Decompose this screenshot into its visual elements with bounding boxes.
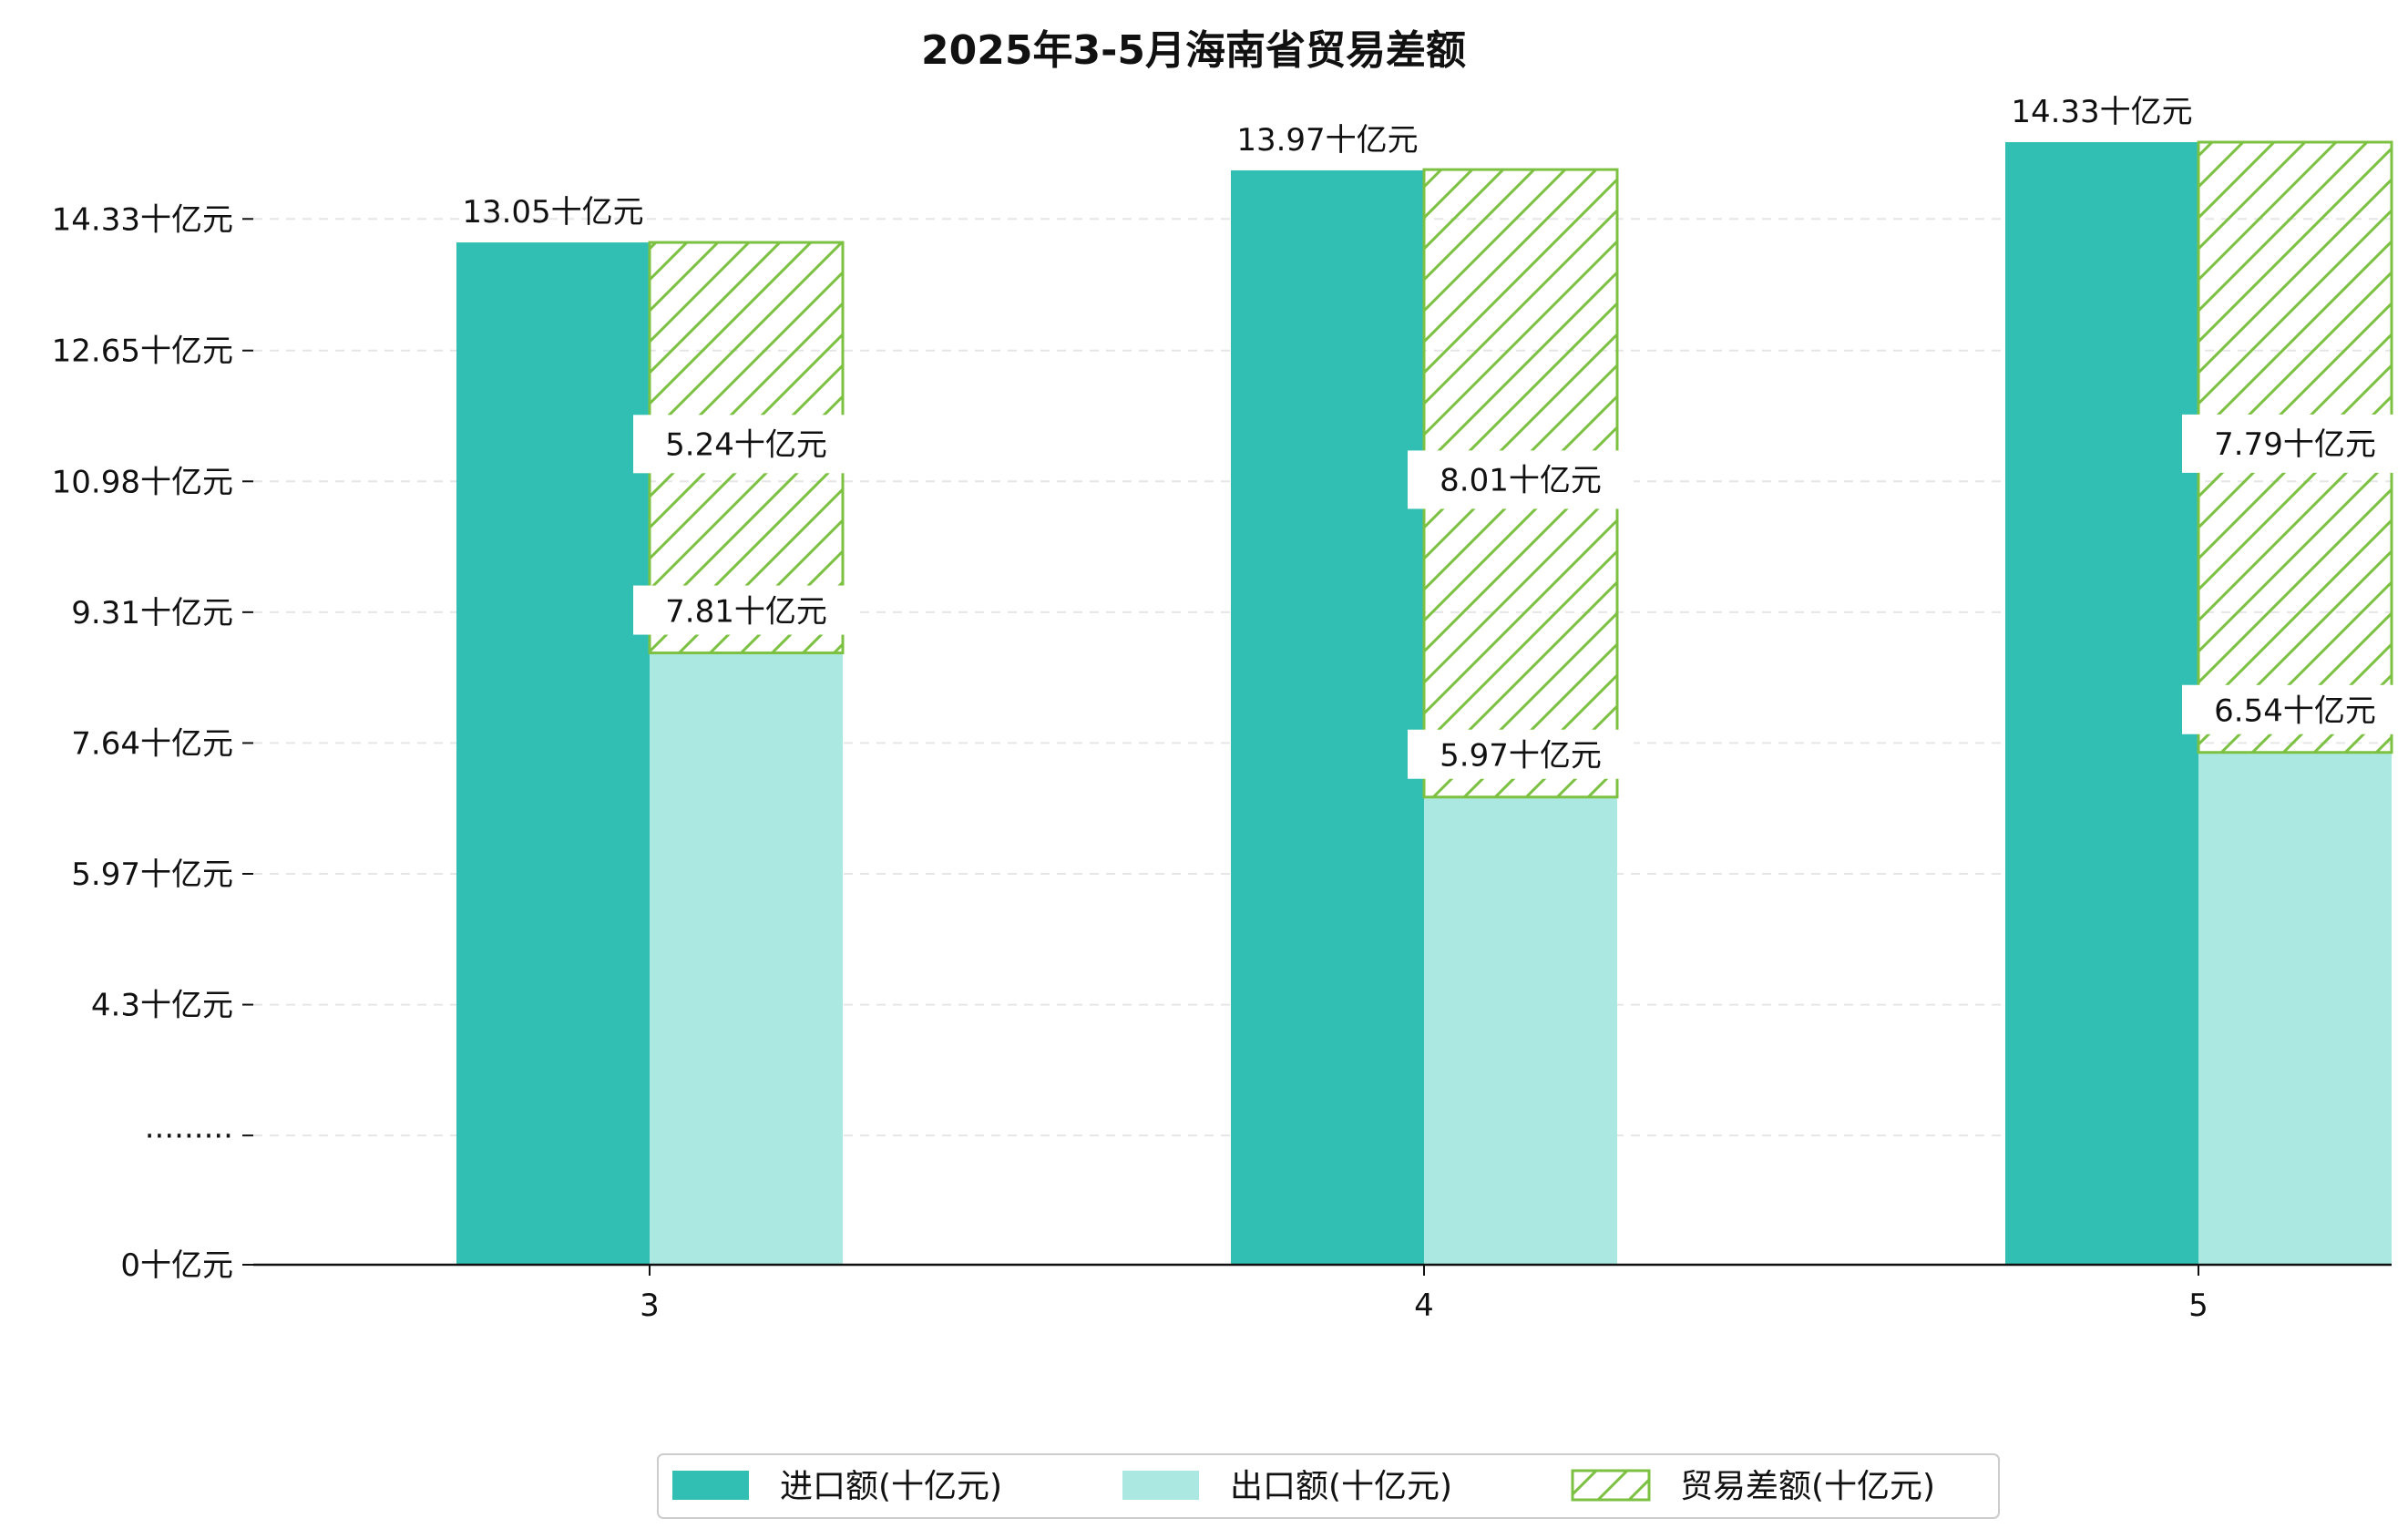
data-label-import: 13.05十亿元: [462, 194, 643, 231]
chart-title: 2025年3-5月海南省贸易差额: [921, 27, 1466, 74]
data-label-balance: 7.79十亿元: [2214, 426, 2376, 463]
data-label-balance: 5.24十亿元: [665, 426, 827, 463]
legend-label: 贸易差额(十亿元): [1680, 1468, 1935, 1505]
bar-import: [456, 242, 650, 1265]
x-tick-label: 5: [2188, 1288, 2208, 1324]
y-tick-label: 9.31十亿元: [71, 595, 233, 631]
y-tick-label: 7.64十亿元: [71, 725, 233, 762]
bars: [456, 140, 2393, 1266]
legend-box: [657, 1453, 2000, 1519]
legend-swatch: [1571, 1469, 1651, 1502]
y-tick-label: 14.33十亿元: [52, 201, 233, 238]
data-label-import: 13.97十亿元: [1236, 122, 1418, 159]
data-label-export-bg: [1408, 729, 1634, 779]
data-label-balance-bg: [2182, 414, 2408, 473]
legend-label: 进口额(十亿元): [780, 1468, 1002, 1505]
bar-import: [2005, 142, 2198, 1265]
x-axis: 3 4 5: [253, 1263, 2392, 1324]
data-label-import: 14.33十亿元: [2011, 94, 2192, 130]
y-axis: 0十亿元 ········· 4.3十亿元 5.97十亿元 7.64十亿元 9.31十亿元…: [52, 201, 253, 1284]
x-tick-label: 3: [640, 1288, 660, 1324]
data-label-balance-bg: [633, 415, 859, 474]
data-label-export: 6.54十亿元: [2214, 693, 2376, 730]
data-label-balance: 8.01十亿元: [1440, 462, 1602, 498]
data-label-export-bg: [2182, 684, 2408, 734]
data-labels: 13.05十亿元 7.81十亿元 5.24十亿元 13.97十亿元 5.97十亿元 8.0…: [462, 94, 2408, 779]
legend: 进口额(十亿元) 出口额(十亿元) 贸易差额(十亿元): [657, 1453, 2000, 1519]
y-tick-label: 10.98十亿元: [52, 464, 233, 500]
bar-export: [2198, 752, 2392, 1265]
y-tick-label: ·········: [145, 1118, 233, 1154]
bar-import: [1231, 169, 1424, 1266]
bar-export: [1424, 796, 1617, 1265]
legend-swatch: [1122, 1471, 1199, 1500]
y-tick-label: 4.3十亿元: [91, 988, 233, 1024]
x-tick-label: 4: [1414, 1288, 1434, 1324]
y-tick-label: 5.97十亿元: [71, 857, 233, 893]
data-label-export-bg: [633, 585, 859, 635]
y-tick-label: 0十亿元: [120, 1247, 233, 1284]
data-label-export: 5.97十亿元: [1440, 738, 1602, 775]
legend-swatch: [672, 1471, 749, 1500]
y-tick-label: 12.65十亿元: [52, 333, 233, 370]
data-label-balance-bg: [1408, 450, 1634, 509]
bar-export: [650, 652, 843, 1265]
legend-label: 出口额(十亿元): [1230, 1468, 1452, 1505]
data-label-export: 7.81十亿元: [665, 594, 827, 631]
